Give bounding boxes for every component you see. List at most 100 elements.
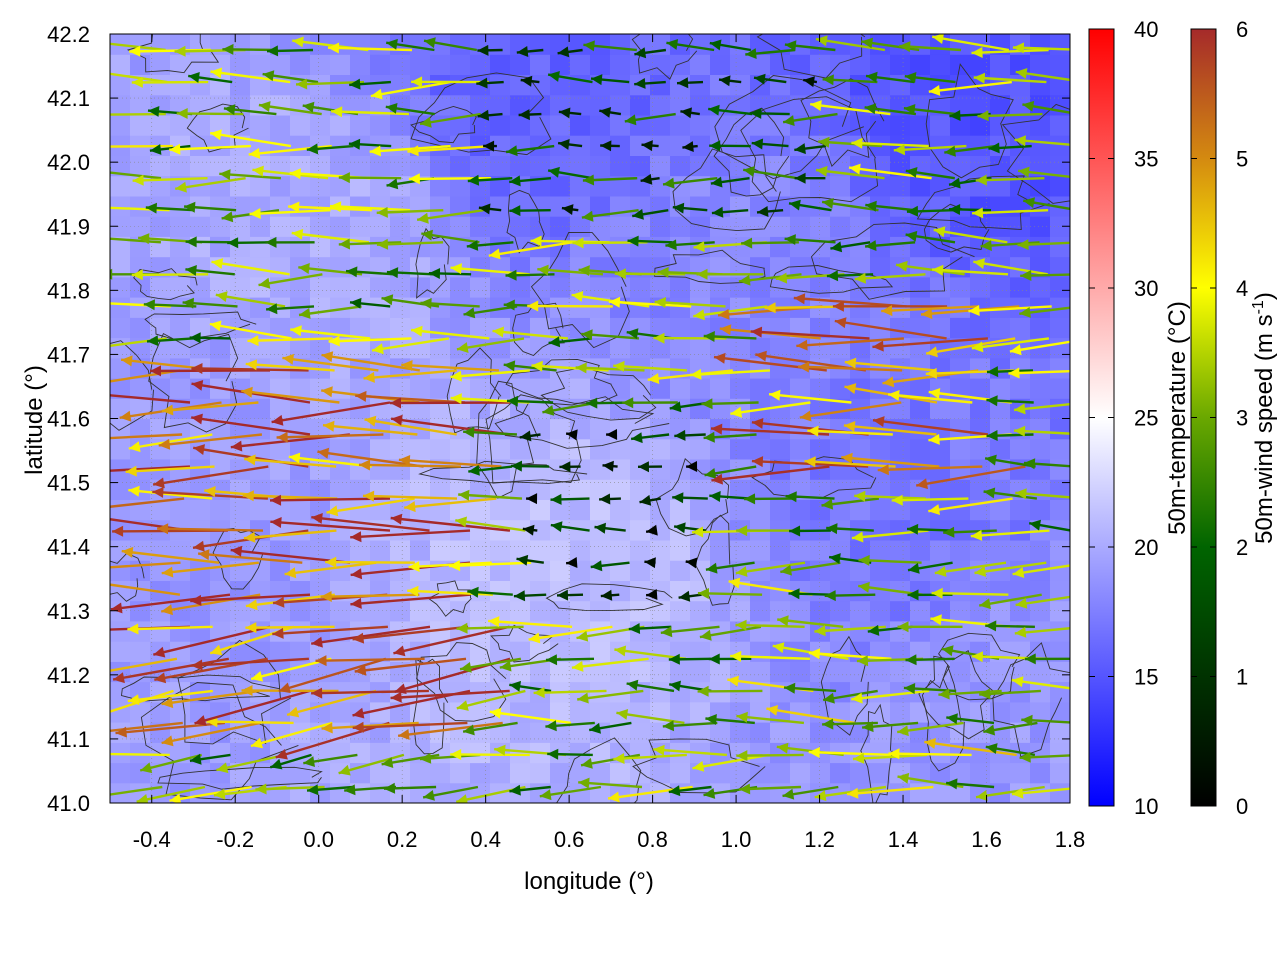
field-cell [550,236,571,258]
field-cell [690,641,711,662]
field-cell [290,175,311,197]
field-cell [590,539,611,561]
wind-vector [291,228,370,244]
field-cell [950,94,971,116]
field-cell [230,54,251,75]
field-cell [150,742,171,764]
wind-vector-head [921,308,933,320]
wind-vector-shaft [250,657,332,681]
wind-vector-head [867,624,880,636]
wind-vector-head [91,709,103,720]
field-cell [550,701,571,723]
wind-vector [288,452,372,468]
field-cell [650,539,671,561]
field-cell [1030,74,1051,96]
field-cell [250,398,271,420]
field-cell [650,337,671,359]
contour-line [654,249,766,284]
wind-vector-head [386,267,399,279]
wind-vector [750,326,870,340]
field-cell [970,661,991,683]
wind-vector [928,80,1012,96]
wind-vector-shaft [286,689,377,717]
field-cell [950,661,971,683]
wind-vector-head [1018,166,1030,178]
field-cell [350,438,371,460]
wind-vector-shaft [110,752,170,757]
field-cell [970,135,991,156]
wind-vector [245,359,335,372]
field-cell [850,661,871,683]
field-cell [570,762,591,784]
wind-vector [1013,402,1070,415]
wind-vector-head [663,177,675,189]
wind-vector-head [288,452,301,464]
wind-vector-shaft [450,753,530,757]
wind-vector-head [578,777,590,789]
field-cell [1050,742,1070,764]
field-cell [1050,135,1070,156]
field-cell [130,114,151,136]
wind-vector-head [983,487,996,499]
field-cell [750,661,771,683]
wind-vector-head [169,143,181,155]
wind-vector-head [744,493,756,505]
wind-vector [128,485,213,500]
wind-vector-head [176,108,188,119]
wind-vector-shaft [971,48,1049,55]
wind-vector-head [1019,307,1031,318]
wind-vector-head [352,707,365,719]
field-cell [670,499,691,521]
field-cell [230,195,251,217]
field-cell [390,155,411,177]
wind-vector [209,320,292,340]
wind-vector-head [185,236,197,248]
wind-vector-head [932,264,944,276]
wind-vector [571,657,649,672]
field-cell [830,216,851,237]
wind-vector [407,585,493,597]
wind-vector-shaft [975,785,1045,799]
field-cell [630,701,651,723]
wind-vector-head [262,70,275,82]
field-cell [810,54,831,75]
wind-vector-head [986,430,998,441]
wind-vector-shaft [161,401,259,413]
field-cell [950,155,971,177]
wind-vector [924,738,1017,757]
wind-vector-head [325,556,337,568]
wind-vector [851,137,929,149]
temperature-colorbar-tick-label: 35 [1134,147,1158,172]
wind-vector [545,720,595,732]
field-cell [610,600,631,622]
field-cell [390,762,411,784]
wind-vector [872,416,989,436]
wind-vector [977,110,1043,122]
field-cell [730,216,751,237]
wind-vector-head [974,566,987,577]
field-cell [270,580,291,602]
wind-vector-head [971,47,983,58]
x-axis: -0.4 -0.2 0.0 0.2 0.4 0.6 0.8 1.0 1.2 1.4 1.6 1.8 [133,34,1085,852]
wind-vector-head [794,172,806,184]
field-cell [110,276,131,298]
field-cell [770,398,791,420]
field-cell [170,276,191,298]
wind-vector [266,303,315,315]
field-cell [850,438,871,460]
wind-vector [191,413,311,436]
wind-vector-shaft [852,753,928,761]
field-cell [890,519,911,541]
field-cell [110,195,131,217]
field-cell [1050,438,1070,460]
wind-vector-head [1012,42,1025,54]
wind-vector [693,305,768,321]
wind-vector-head [669,680,681,692]
wind-vector-head [708,653,720,665]
wind-vector [662,720,718,732]
wind-vector-head [276,431,288,443]
field-cell [1010,580,1031,602]
field-cell [450,34,471,55]
wind-vector [265,236,315,248]
field-cell [570,701,591,723]
